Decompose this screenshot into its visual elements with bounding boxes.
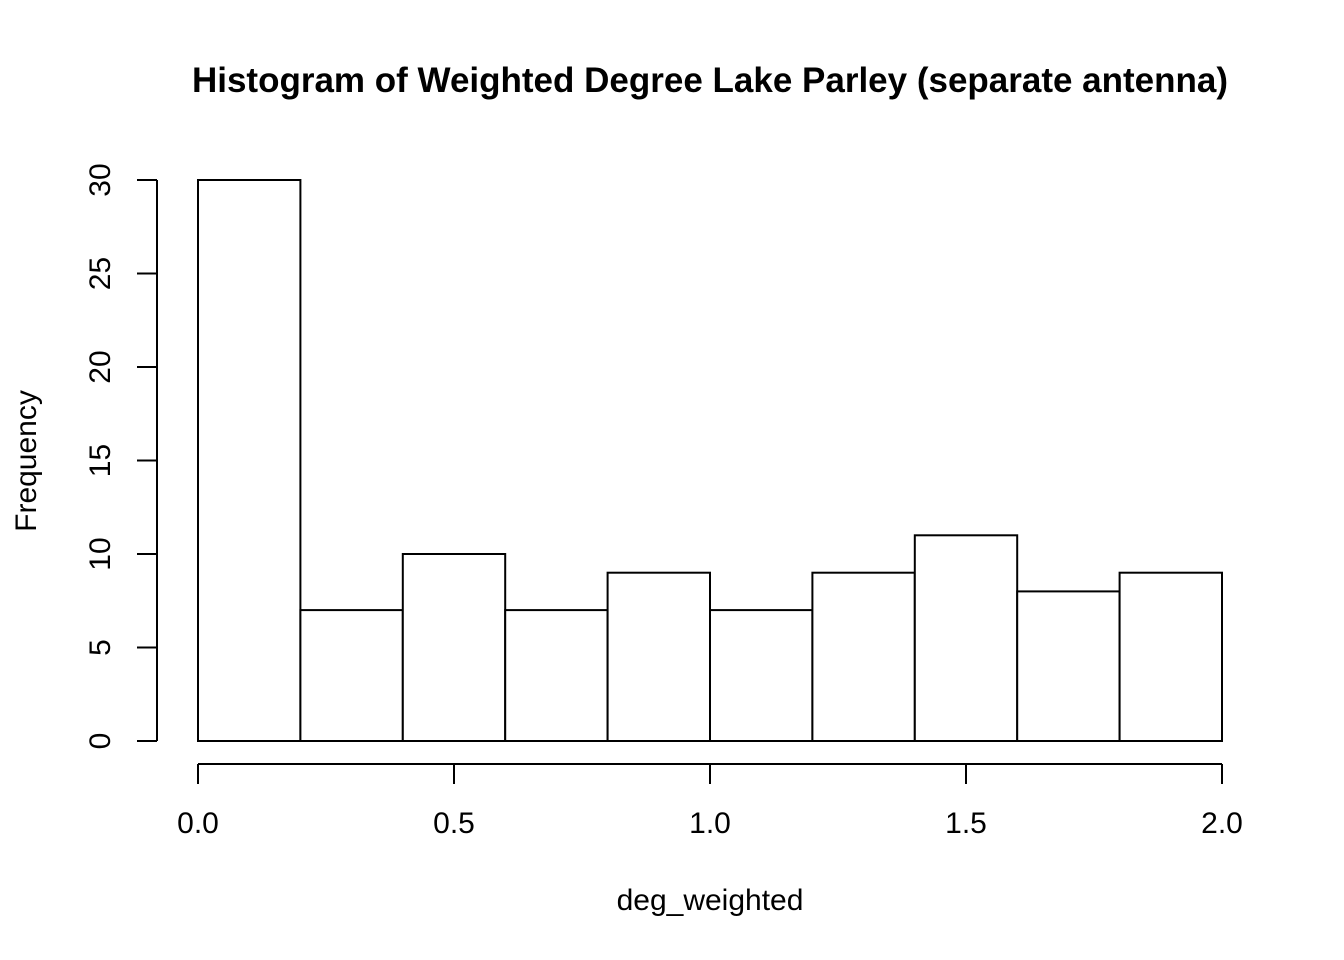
x-tick-label-1: 0.0: [177, 807, 219, 840]
histogram-bar-10: [1118, 571, 1223, 743]
histogram-bar-1: [197, 179, 302, 742]
x-tick-label-5: 2.0: [1201, 807, 1243, 840]
histogram-bar-7: [811, 571, 916, 743]
histogram-bar-8: [913, 534, 1019, 742]
y-tick-label-1: 0: [84, 733, 117, 750]
y-axis-label: Frequency: [10, 390, 43, 532]
y-tick-label-7: 30: [84, 163, 117, 196]
chart-title: Histogram of Weighted Degree Lake Parley…: [192, 61, 1228, 100]
y-tick-label-5: 20: [84, 350, 117, 383]
y-tick-label-6: 25: [84, 257, 117, 290]
y-tick-label-4: 15: [84, 444, 117, 477]
histogram-bar-3: [401, 553, 507, 742]
histogram-bar-6: [709, 609, 814, 742]
histogram-bar-5: [606, 571, 711, 743]
x-axis: 0.0 0.5 1.0 1.5 2.0: [177, 763, 1243, 840]
y-tick-label-2: 5: [84, 639, 117, 656]
x-tick-label-2: 0.5: [433, 807, 475, 840]
histogram-bar-4: [504, 609, 609, 742]
y-axis: 0 5 10 15 20 25 30: [84, 163, 158, 750]
x-tick-label-3: 1.0: [689, 807, 731, 840]
x-axis-label: deg_weighted: [617, 884, 804, 917]
histogram-bar-9: [1016, 590, 1121, 743]
histogram-bar-2: [299, 609, 404, 742]
y-tick-label-3: 10: [84, 537, 117, 570]
x-tick-label-4: 1.5: [945, 807, 987, 840]
bars-group: [197, 179, 1223, 743]
